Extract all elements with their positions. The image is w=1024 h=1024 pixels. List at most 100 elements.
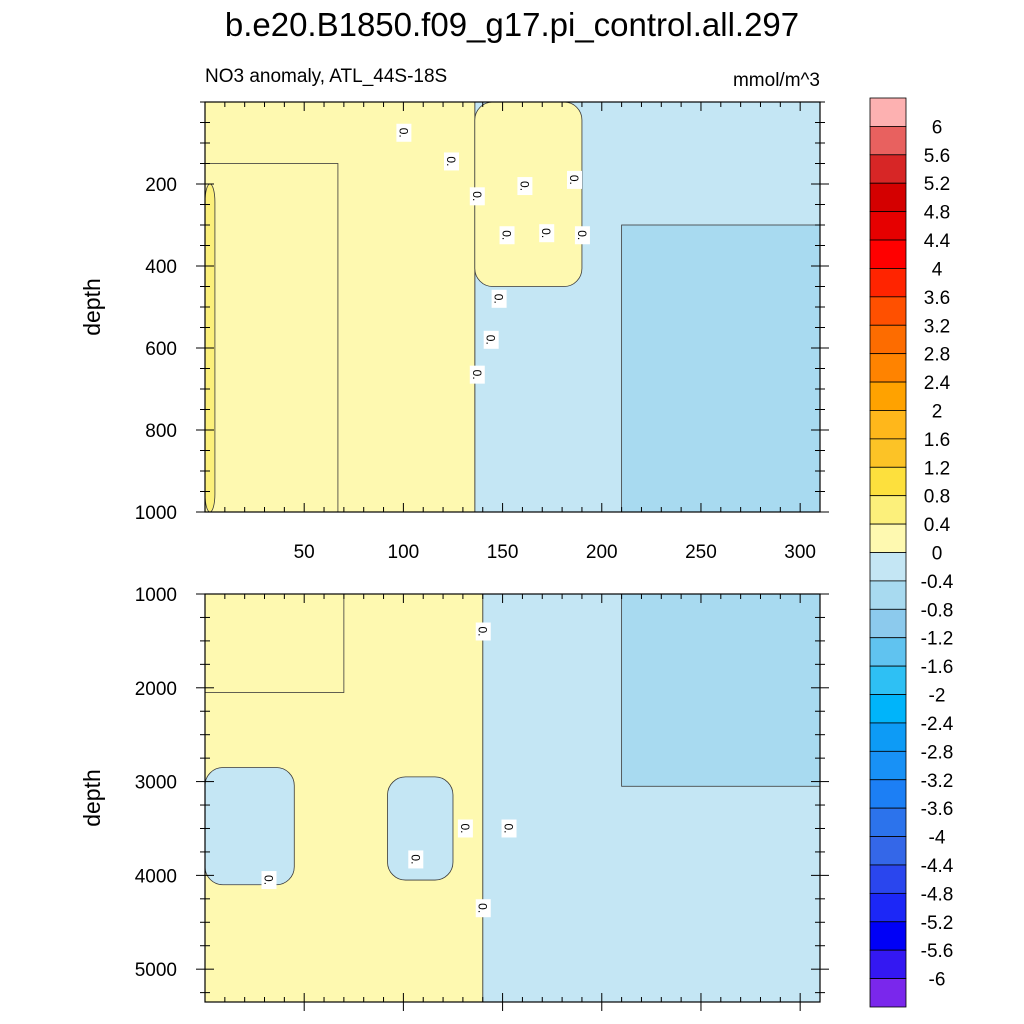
- contour-label-box: [457, 819, 473, 838]
- y-tick-label: 2000: [135, 679, 177, 700]
- colorbar-label: 4: [932, 259, 943, 280]
- contour-label-box: [408, 850, 424, 869]
- contour-label-box: [475, 622, 491, 641]
- contour-label-box: [574, 226, 590, 245]
- colorbar-swatch: [869, 523, 907, 553]
- contour-label-text: 0.: [492, 294, 506, 304]
- contour-label-box: [261, 871, 277, 890]
- contour-region: [621, 224, 820, 512]
- colorbar-swatch: [869, 296, 907, 326]
- contour-region: [621, 594, 820, 787]
- contour-region: [205, 163, 339, 512]
- colorbar: 6 5.6 5.2 4.8 4.4 4 3.6 3.2 2.8 2.4 2 1.6 1.2 0.8 0.4 0…: [869, 97, 954, 1008]
- colorbar-label: 0.8: [924, 487, 950, 508]
- colorbar-label: -1.6: [921, 657, 954, 678]
- contour-label: 0.: [517, 177, 533, 196]
- colorbar-label: -4.4: [921, 856, 954, 877]
- contour-label: 0.: [469, 187, 485, 206]
- contour-field: [205, 102, 820, 512]
- colorbar-label: 2: [932, 401, 943, 422]
- colorbar-swatch: [869, 324, 907, 355]
- colorbar-label: -3.6: [921, 799, 954, 820]
- contour-label: 0.: [408, 850, 424, 869]
- contour-label: 0.: [475, 622, 491, 641]
- contour-label-text: 0.: [502, 823, 516, 833]
- contour-label-box: [491, 289, 507, 308]
- colorbar-label: 1.6: [924, 430, 950, 451]
- contour-label: 0.: [574, 226, 590, 245]
- contour-label-text: 0.: [567, 175, 581, 185]
- y-tick-label: 5000: [135, 960, 177, 981]
- colorbar-label: 5.2: [924, 174, 950, 195]
- colorbar-label: -4.8: [921, 884, 954, 905]
- colorbar-label: 0.4: [924, 515, 951, 536]
- contour-label-text: 0.: [470, 191, 484, 201]
- contour-label-text: 0.: [500, 230, 514, 240]
- contour-region: [205, 594, 345, 693]
- contour-field: [205, 594, 820, 1002]
- colorbar-label: -0.4: [921, 572, 954, 593]
- contour-label-text: 0.: [408, 854, 422, 864]
- panel-lower: 1000 2000 3000 4000 5000 depth 0. 0. 0. 0. 0. 0.: [79, 585, 829, 1011]
- colorbar-swatch: [869, 892, 907, 923]
- colorbar-label: 3.6: [924, 288, 950, 309]
- panels: 50 100 150 200 250 300 200 400 600 800 1000 depth 0.…: [79, 101, 829, 1011]
- contour-label-box: [469, 187, 485, 206]
- colorbar-swatch: [869, 949, 907, 979]
- contour-label: 0.: [261, 871, 277, 890]
- contour-label-text: 0.: [539, 228, 553, 238]
- colorbar-label: -3.2: [921, 771, 954, 792]
- y-tick-label: 800: [145, 421, 177, 442]
- colorbar-label: 1.2: [924, 458, 950, 479]
- colorbar-swatch: [869, 495, 907, 525]
- colorbar-swatch: [869, 211, 907, 241]
- contour-label: 0.: [539, 224, 555, 243]
- contour-label: 0.: [483, 330, 499, 349]
- contour-label: 0.: [475, 899, 491, 918]
- y-tick-label: 3000: [135, 773, 177, 794]
- contour-label-box: [499, 226, 515, 245]
- y-tick-label: 200: [145, 175, 177, 196]
- plot-frame: [204, 593, 821, 1003]
- colorbar-swatch: [869, 410, 907, 440]
- colorbar-label: 4.8: [924, 203, 950, 224]
- contour-label-box: [396, 123, 412, 142]
- colorbar-swatch: [869, 268, 907, 298]
- colorbar-label: 6: [932, 117, 943, 138]
- colorbar-swatch: [869, 353, 907, 383]
- y-tick-label: 1000: [135, 585, 177, 606]
- contour-label-box: [567, 170, 582, 189]
- panel-upper: 50 100 150 200 250 300 200 400 600 800 1000 depth 0.…: [79, 101, 829, 563]
- colorbar-label: -5.2: [921, 913, 954, 934]
- colorbar-label: -2.8: [921, 742, 954, 763]
- colorbar-swatch: [869, 552, 907, 582]
- x-tick-label: 250: [685, 542, 717, 563]
- colorbar-swatch: [869, 637, 907, 667]
- colorbar-label: -1.2: [921, 629, 954, 650]
- colorbar-swatch: [869, 239, 907, 269]
- contour-label-text: 0.: [484, 335, 498, 345]
- colorbar-label: -5.6: [921, 941, 954, 962]
- y-tick-label: 1000: [135, 503, 177, 524]
- contour-label-box: [501, 819, 517, 838]
- colorbar-label: -0.8: [921, 600, 954, 621]
- colorbar-swatch: [869, 978, 907, 1008]
- subtitle-left: NO3 anomaly, ATL_44S-18S: [205, 66, 447, 87]
- colorbar-swatch: [869, 154, 907, 184]
- colorbar-swatch: [869, 836, 907, 866]
- x-tick-label: 100: [388, 542, 420, 563]
- colorbar-label: 3.2: [924, 316, 950, 337]
- colorbar-swatch: [869, 126, 907, 156]
- contour-label-box: [469, 365, 485, 384]
- colorbar-label: 2.8: [924, 345, 950, 366]
- contour-label: 0.: [396, 123, 412, 142]
- subtitle-right: mmol/m^3: [733, 70, 820, 91]
- colorbar-swatch: [869, 381, 907, 411]
- colorbar-swatch: [869, 694, 907, 724]
- contour-label-text: 0.: [575, 230, 589, 240]
- colorbar-label: 0: [932, 544, 943, 565]
- contour-label: 0.: [457, 819, 473, 838]
- y-tick-label: 600: [145, 339, 177, 360]
- colorbar-swatch: [869, 438, 907, 468]
